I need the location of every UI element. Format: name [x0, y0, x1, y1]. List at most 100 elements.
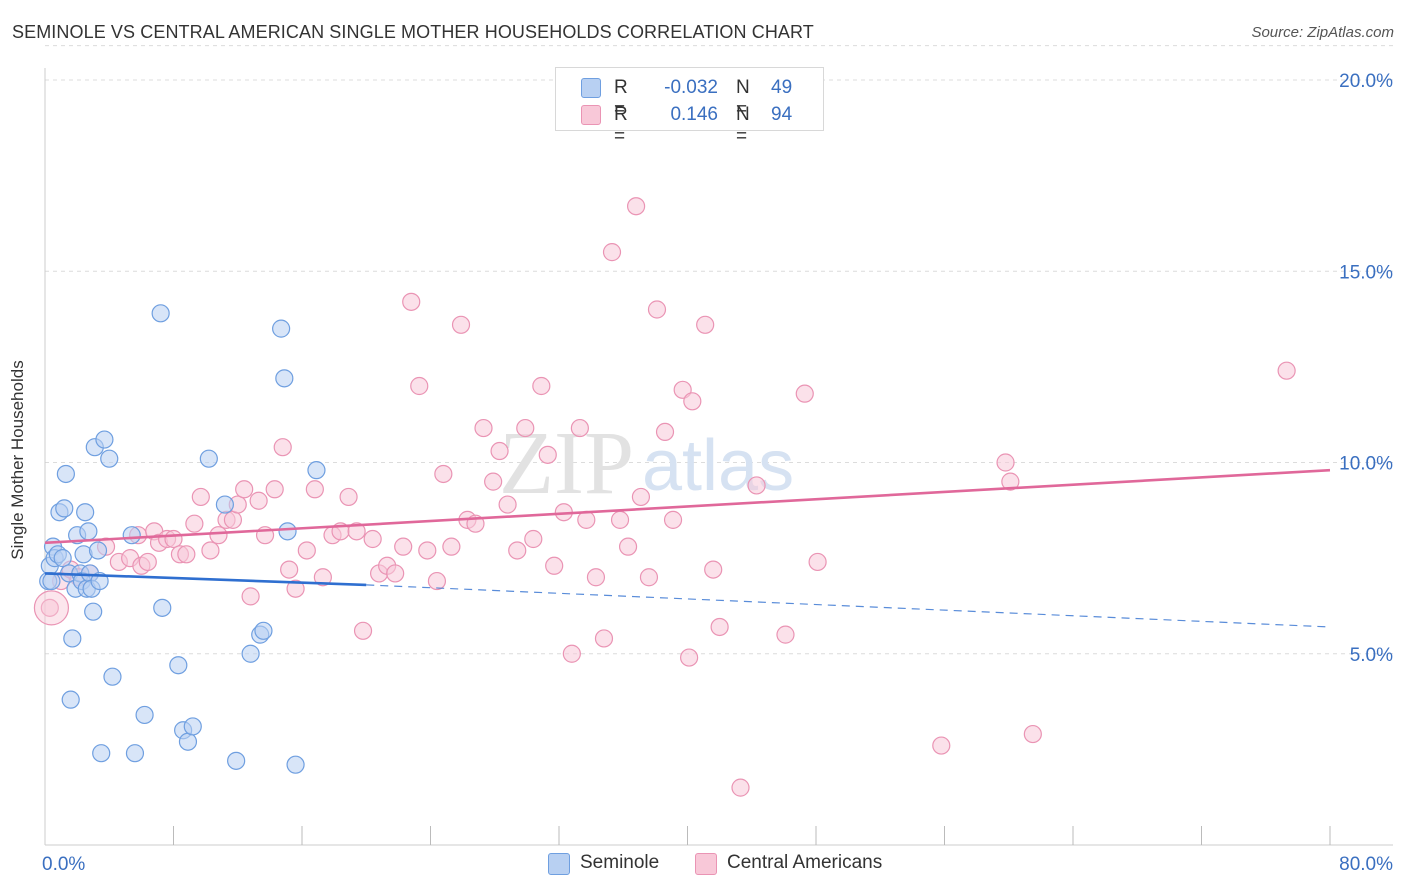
- chart-title: SEMINOLE VS CENTRAL AMERICAN SINGLE MOTH…: [12, 22, 814, 42]
- seminole-point-32: [125, 744, 145, 763]
- central-point-45: [402, 292, 421, 311]
- central-point-60: [524, 529, 543, 549]
- seminole-point-23: [84, 602, 103, 621]
- seminole-point-47: [275, 369, 294, 388]
- central-point-81: [683, 392, 702, 411]
- n-label: N =: [736, 77, 750, 120]
- central-point-0: [40, 598, 59, 617]
- central-point-29: [273, 438, 292, 457]
- seminole-point-9: [56, 464, 75, 484]
- seminole-point-18: [76, 503, 95, 522]
- trend-lines: [44, 468, 1331, 628]
- central-point-88: [795, 384, 814, 403]
- axis-layer: [44, 68, 1393, 846]
- central-point-47: [418, 541, 437, 560]
- central-point-33: [305, 480, 324, 499]
- central-point-72: [618, 537, 638, 556]
- seminole-point-46: [272, 319, 291, 338]
- central-point-75: [639, 568, 659, 587]
- seminole-trend-line: [44, 572, 367, 587]
- central-point-14: [164, 529, 183, 549]
- x-tick-label-1: 80.0%: [1339, 854, 1393, 875]
- central-point-87: [776, 625, 795, 644]
- central-point-37: [339, 487, 358, 507]
- central-point-66: [570, 418, 589, 438]
- y-axis-label: Single Mother Households: [8, 360, 27, 560]
- central-point-49: [434, 464, 453, 484]
- central-point-78: [663, 510, 683, 529]
- central-point-94: [1277, 361, 1296, 380]
- seminole-point-41: [215, 495, 234, 514]
- legend-label-seminole: Seminole: [580, 852, 660, 873]
- legend-label-central: Central Americans: [727, 852, 883, 873]
- central-point-57: [498, 495, 517, 514]
- central-point-44: [394, 537, 413, 556]
- seminole-point-50: [307, 461, 326, 480]
- seminole-point-48: [278, 522, 297, 541]
- central-point-55: [484, 472, 503, 491]
- r-label: R =: [614, 104, 628, 147]
- n-value: 94: [771, 104, 793, 125]
- central-point-46: [410, 376, 429, 396]
- central-point-65: [562, 644, 581, 663]
- seminole-point-45: [254, 621, 273, 640]
- central-point-18: [191, 487, 210, 507]
- central-point-73: [626, 197, 646, 216]
- central-americans-points: [33, 197, 1296, 797]
- central-point-50: [442, 537, 461, 556]
- source-label: Source: ZipAtlas.com: [1251, 24, 1394, 41]
- central-point-67: [577, 510, 596, 529]
- seminole-points: [39, 304, 326, 774]
- x-tick-label-0: 0.0%: [42, 854, 85, 875]
- central-point-58: [508, 541, 527, 560]
- seminole-point-12: [63, 629, 82, 648]
- central-point-85: [731, 778, 750, 797]
- grid-layer: [45, 45, 1393, 655]
- seminole-point-42: [227, 751, 246, 770]
- seminole-legend-swatch: [548, 853, 570, 875]
- central-point-31: [286, 579, 305, 598]
- seminole-point-31: [122, 526, 141, 545]
- central-point-26: [249, 491, 268, 510]
- central-point-83: [704, 560, 723, 579]
- central-point-17: [185, 514, 204, 533]
- seminole-point-35: [153, 598, 172, 617]
- seminole-point-7: [53, 549, 72, 568]
- seminole-point-34: [151, 304, 170, 323]
- y-tick-label-2: 15.0%: [1339, 262, 1393, 283]
- central-point-24: [235, 480, 254, 499]
- central-point-32: [297, 541, 316, 560]
- seminole-point-43: [241, 644, 260, 663]
- central-swatch: [581, 105, 601, 125]
- n-label: N =: [736, 104, 750, 147]
- central-point-91: [996, 453, 1015, 472]
- central-point-74: [631, 487, 651, 507]
- seminole-point-33: [135, 705, 154, 725]
- central-point-61: [532, 376, 551, 396]
- central-point-68: [586, 568, 606, 587]
- central-point-76: [647, 300, 667, 319]
- central-point-20: [209, 526, 228, 545]
- central-point-38: [347, 522, 366, 541]
- central-point-19: [201, 541, 220, 560]
- central-cluster-point: [33, 590, 70, 626]
- tick-labels: 5.0% 10.0% 15.0% 20.0% 0.0% 80.0%: [42, 71, 1393, 875]
- y-tick-label-0: 5.0%: [1350, 645, 1393, 666]
- central-point-92: [1001, 472, 1020, 491]
- central-point-69: [594, 629, 614, 648]
- central-point-89: [808, 552, 827, 572]
- seminole-swatch: [581, 78, 601, 98]
- seminole-point-27: [92, 744, 111, 763]
- central-legend-swatch: [695, 853, 717, 875]
- central-point-93: [1023, 724, 1042, 744]
- central-trend-line: [44, 468, 1331, 545]
- central-point-48: [427, 571, 447, 591]
- central-point-28: [265, 480, 284, 499]
- seminole-point-25: [88, 541, 108, 560]
- central-point-82: [696, 315, 715, 334]
- central-point-39: [353, 621, 373, 640]
- central-point-77: [655, 422, 675, 441]
- seminole-point-8: [55, 499, 74, 518]
- central-point-43: [386, 564, 405, 583]
- y-tick-label-3: 20.0%: [1339, 71, 1393, 92]
